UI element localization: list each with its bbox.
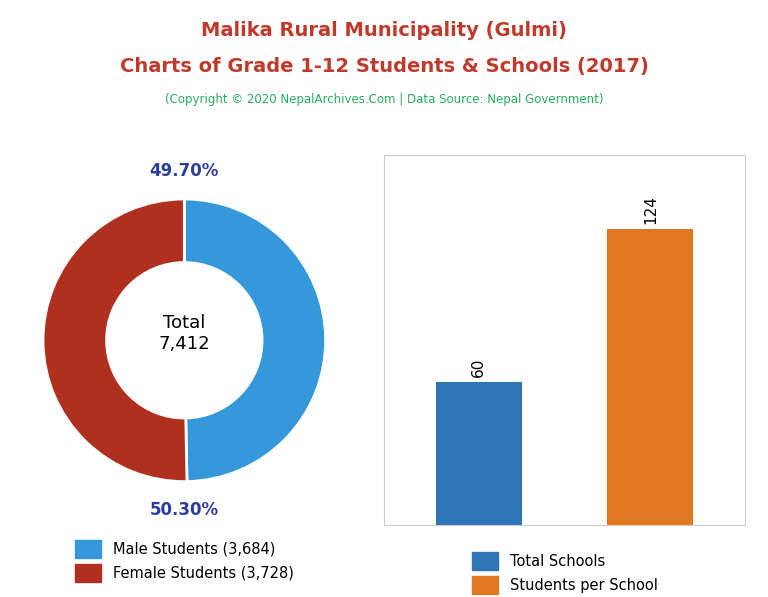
Text: 60: 60	[471, 358, 486, 377]
Bar	[435, 382, 521, 525]
Legend: Total Schools, Students per School: Total Schools, Students per School	[465, 546, 664, 597]
Text: Charts of Grade 1-12 Students & Schools (2017): Charts of Grade 1-12 Students & Schools …	[120, 57, 648, 76]
Legend: Male Students (3,684), Female Students (3,728): Male Students (3,684), Female Students (…	[69, 534, 300, 587]
Text: 124: 124	[643, 196, 658, 224]
Bar	[607, 229, 694, 525]
Text: (Copyright © 2020 NepalArchives.Com | Data Source: Nepal Government): (Copyright © 2020 NepalArchives.Com | Da…	[165, 93, 603, 106]
Text: Malika Rural Municipality (Gulmi): Malika Rural Municipality (Gulmi)	[201, 21, 567, 40]
Text: 50.30%: 50.30%	[150, 501, 219, 519]
Text: Total
7,412: Total 7,412	[158, 314, 210, 353]
Text: 49.70%: 49.70%	[150, 162, 219, 180]
Wedge shape	[43, 199, 187, 482]
Wedge shape	[184, 199, 326, 482]
